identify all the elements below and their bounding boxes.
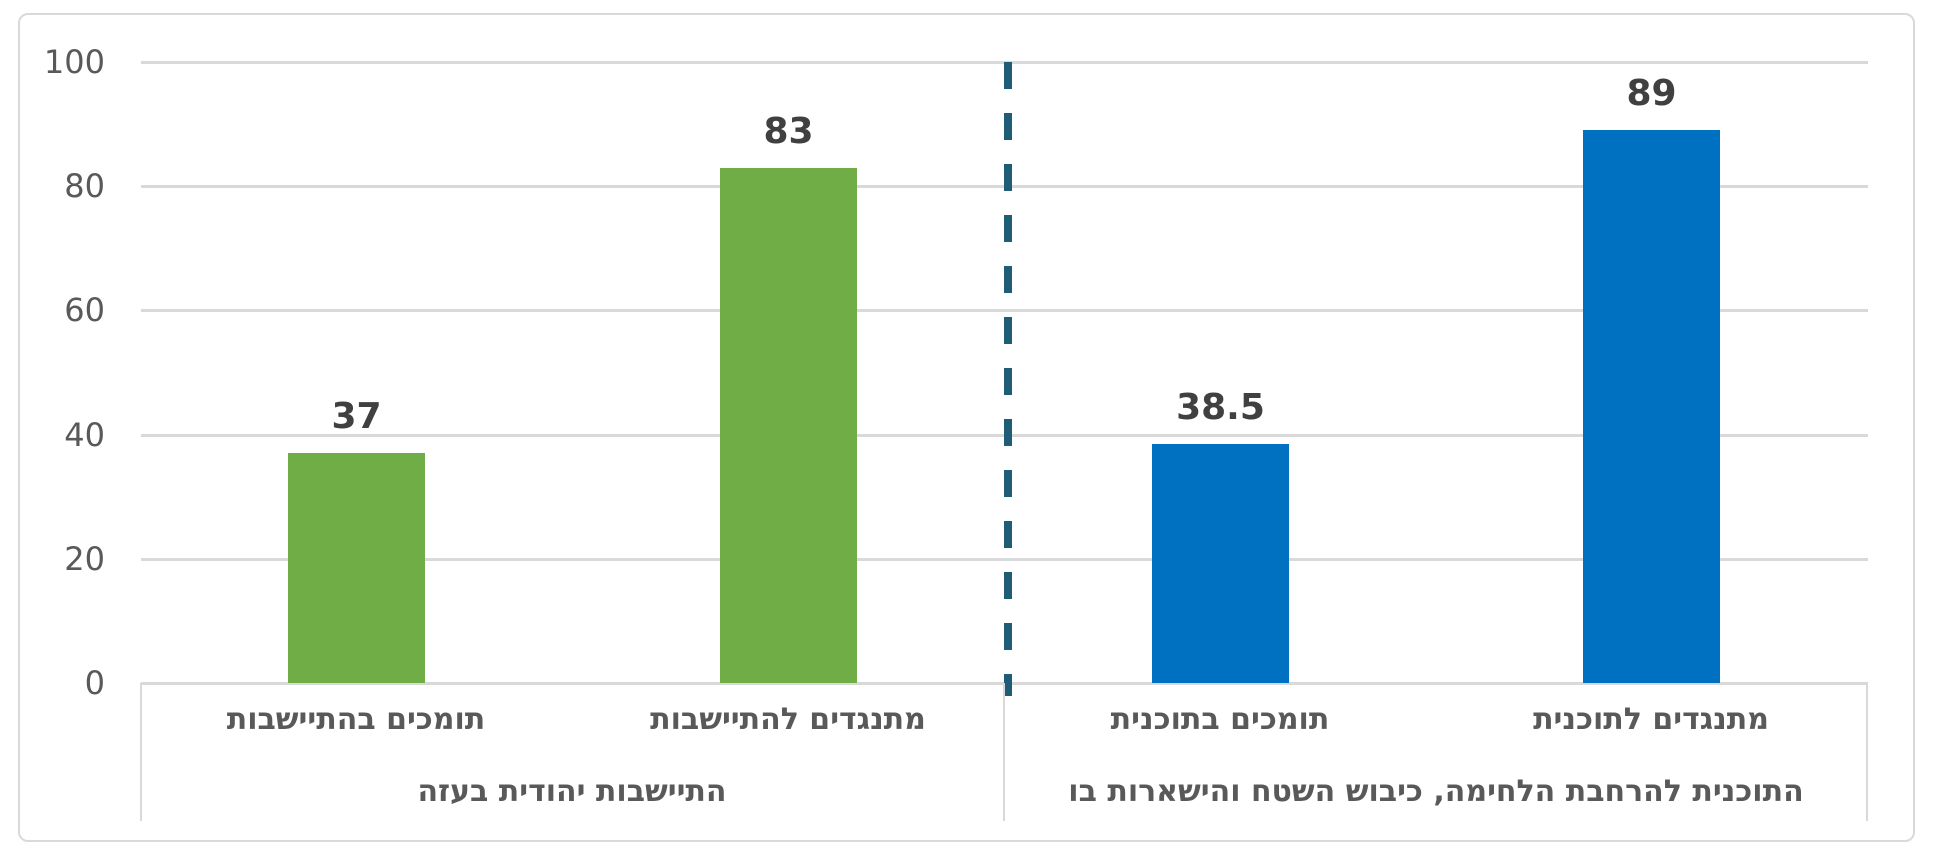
category-label-supporters-plan: תומכים בתוכנית	[1110, 702, 1330, 737]
ytick-40: 40	[64, 416, 105, 454]
bar-opponents-plan	[1583, 130, 1720, 683]
ytick-60: 60	[64, 291, 105, 329]
ytick-100: 100	[43, 43, 105, 81]
value-label-supporters-settlement: 37	[331, 396, 382, 437]
category-divider-middle	[1003, 683, 1005, 821]
bar-supporters-settlement	[288, 453, 425, 683]
group-separator-dashed-line	[1004, 62, 1012, 696]
category-divider-right	[1866, 683, 1868, 821]
ytick-20: 20	[64, 540, 105, 578]
value-label-opponents-plan: 89	[1626, 73, 1677, 114]
group-label-expansion-plan: התוכנית להרחבת הלחימה, כיבוש השטח והישאר…	[1068, 774, 1804, 809]
bar-supporters-plan	[1152, 444, 1289, 683]
value-label-supporters-plan: 38.5	[1176, 387, 1265, 428]
ytick-80: 80	[64, 167, 105, 205]
category-label-opponents-plan: מתנגדים לתוכנית	[1533, 702, 1769, 737]
value-label-opponents-settlement: 83	[763, 111, 814, 152]
group-label-jewish-settlement-gaza: התיישבות יהודית בעזה	[417, 774, 727, 809]
category-label-opponents-settlement: מתנגדים להתיישבות	[650, 702, 926, 737]
bar-opponents-settlement	[720, 168, 857, 683]
category-divider-left	[140, 683, 142, 821]
ytick-0: 0	[84, 664, 105, 702]
category-label-supporters-settlement: תומכים בהתיישבות	[226, 702, 486, 737]
